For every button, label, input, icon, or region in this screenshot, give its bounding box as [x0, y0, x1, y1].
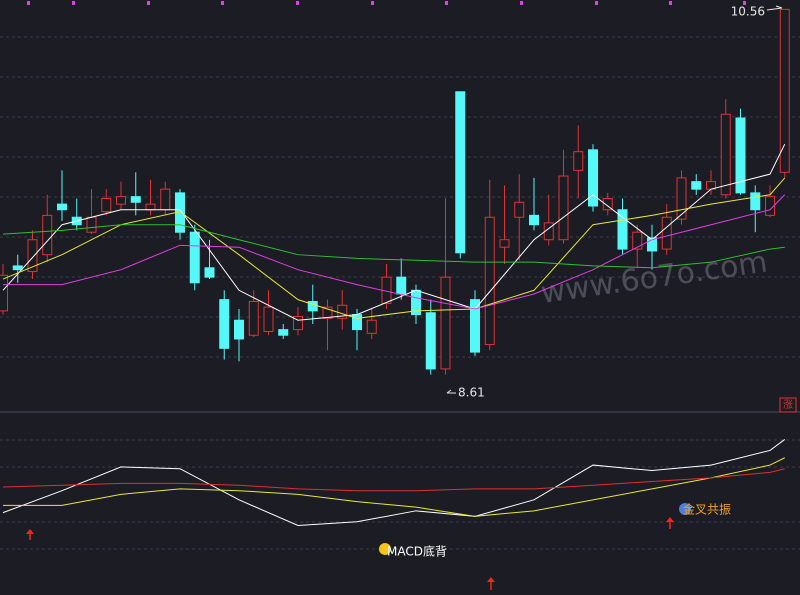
badge-box	[779, 397, 797, 413]
candle-body	[440, 276, 451, 370]
low-arrow-head	[446, 389, 452, 394]
dot	[669, 1, 672, 5]
high-arrow-head	[775, 5, 783, 9]
high-arrow	[766, 7, 783, 11]
candle-body	[765, 196, 775, 216]
arrow-head	[666, 517, 674, 522]
emoji-icon	[679, 503, 691, 515]
candle-body	[499, 239, 510, 248]
candle-body	[0, 274, 8, 312]
candle-body	[676, 177, 687, 220]
candles	[0, 8, 790, 375]
annotation: 金叉共振	[683, 502, 731, 517]
candle-body	[425, 312, 436, 370]
dot	[743, 1, 746, 5]
candle-body	[470, 299, 480, 353]
dot	[520, 1, 523, 5]
candle-body	[116, 196, 126, 205]
candle-body	[248, 301, 259, 336]
low-label: 8.61	[458, 386, 485, 400]
candle-body	[617, 209, 628, 250]
candle-body	[602, 198, 613, 211]
line	[3, 194, 786, 310]
dot	[296, 1, 299, 5]
arrow-head	[26, 529, 34, 534]
line	[3, 457, 785, 517]
candle-body	[101, 198, 112, 213]
candle-body	[750, 192, 761, 211]
candle-body	[588, 149, 598, 207]
signal-arrows	[26, 517, 674, 590]
line	[2, 468, 785, 492]
candle-body	[632, 231, 643, 250]
lines	[2, 143, 786, 321]
candle-body	[234, 319, 244, 340]
candle-body	[691, 181, 702, 190]
candle-body	[573, 151, 584, 171]
annotation: MACD底背	[387, 544, 447, 559]
line	[2, 439, 786, 526]
line	[2, 224, 785, 269]
candle-body	[529, 214, 539, 226]
candle-body	[779, 8, 790, 173]
candle-body	[263, 306, 274, 332]
dot	[221, 1, 224, 5]
candle-body	[160, 188, 171, 211]
candle-body	[322, 306, 333, 319]
dot	[371, 1, 374, 5]
candle-body	[219, 299, 230, 349]
candle-body	[558, 175, 569, 241]
candle-body	[455, 91, 466, 254]
candle-body	[647, 237, 657, 252]
dot	[27, 1, 30, 5]
dot	[445, 1, 448, 5]
candle-body	[484, 216, 495, 346]
candle-body	[293, 315, 303, 331]
candle-body	[145, 203, 156, 211]
candle-body	[12, 265, 23, 271]
badge: 涨	[783, 399, 793, 411]
candle-body	[720, 113, 731, 196]
top-dots	[27, 1, 746, 5]
dot	[147, 1, 150, 5]
candle-body	[189, 231, 200, 284]
dot	[72, 1, 75, 5]
candle-body	[735, 117, 746, 194]
candle-body	[86, 216, 97, 233]
line	[2, 177, 786, 319]
high-label: 10.56	[731, 5, 765, 19]
indicator-lines	[2, 439, 786, 526]
candle-body	[204, 267, 215, 278]
emoji-icon	[379, 543, 391, 555]
candle-body	[396, 276, 407, 295]
candle-body	[514, 201, 525, 218]
extreme-labels: 10.56 8.61	[446, 5, 783, 400]
candle-body	[278, 329, 289, 336]
candle-body	[42, 214, 53, 256]
candle-body	[57, 203, 67, 211]
line	[2, 143, 786, 321]
candle-body	[661, 216, 672, 250]
dot	[595, 1, 598, 5]
candle-body	[130, 196, 141, 203]
candle-body	[27, 239, 38, 273]
arrow-head	[487, 577, 495, 582]
candle-body	[366, 319, 377, 334]
